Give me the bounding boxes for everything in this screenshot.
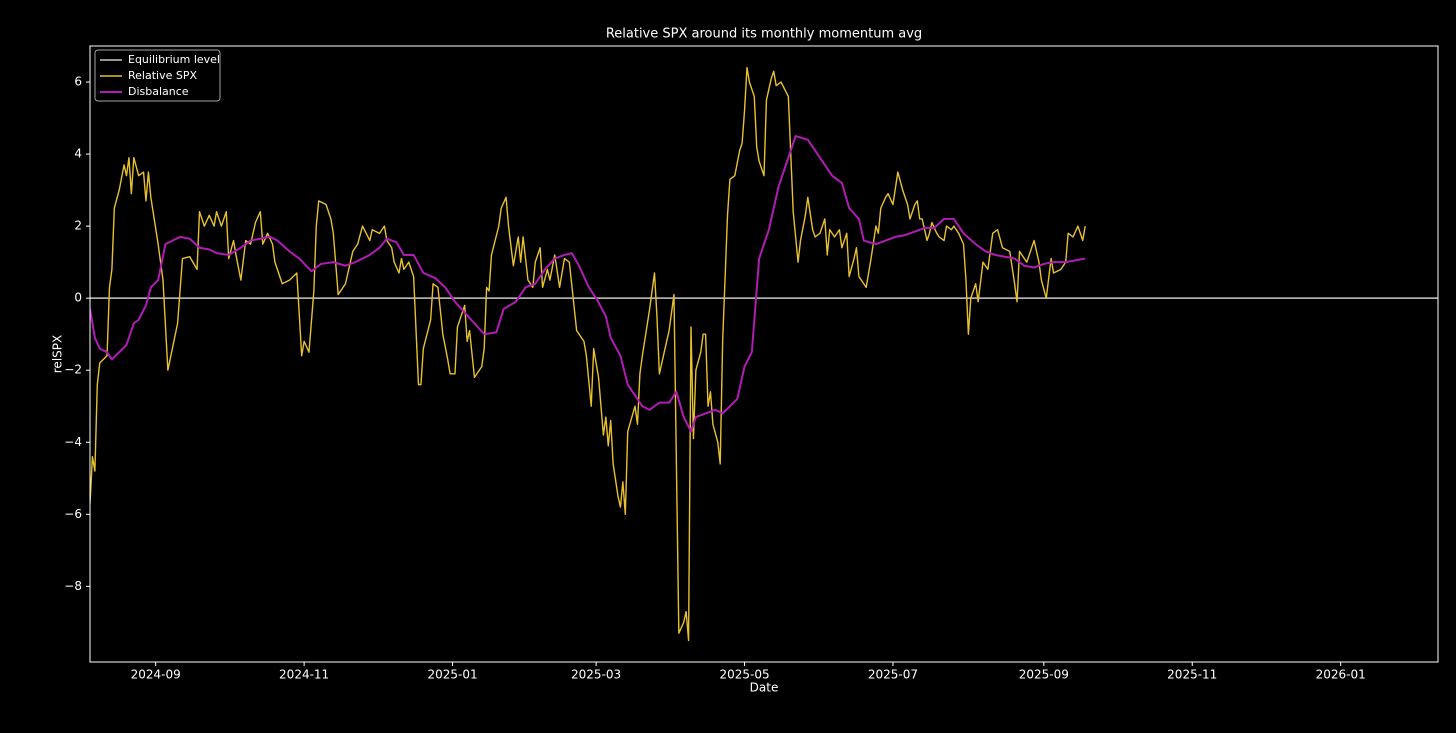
x-tick-label: 2025-07 [868, 668, 918, 682]
y-tick-label: −8 [64, 579, 82, 593]
x-tick-label: 2024-09 [131, 668, 181, 682]
legend-label: Equilibrium level [128, 53, 220, 66]
data-line [90, 135, 1086, 433]
x-tick-label: 2025-09 [1019, 668, 1069, 682]
y-tick-label: −6 [64, 507, 82, 521]
legend-box [94, 49, 221, 102]
y-tick-label: −2 [64, 363, 82, 377]
y-tick-label: 4 [74, 147, 82, 161]
y-tick-label: 6 [74, 75, 82, 89]
x-tick-label: 2026-01 [1316, 668, 1366, 682]
x-tick-label: 2024-11 [279, 668, 329, 682]
x-tick-label: 2025-03 [571, 668, 621, 682]
legend-label: Relative SPX [128, 69, 197, 82]
data-line [90, 66, 1086, 642]
y-tick-label: 2 [74, 219, 82, 233]
x-tick-label: 2025-11 [1167, 668, 1217, 682]
x-axis-label: Date [750, 681, 779, 695]
x-tick-label: 2025-05 [719, 668, 769, 682]
x-tick-label: 2025-01 [427, 668, 477, 682]
y-tick-label: −4 [64, 435, 82, 449]
y-axis-label: relSPX [51, 335, 65, 373]
chart-title: Relative SPX around its monthly momentum… [606, 27, 922, 42]
legend-label: Disbalance [128, 85, 189, 98]
y-tick-label: 0 [74, 291, 82, 305]
plot-frame [89, 45, 1439, 663]
